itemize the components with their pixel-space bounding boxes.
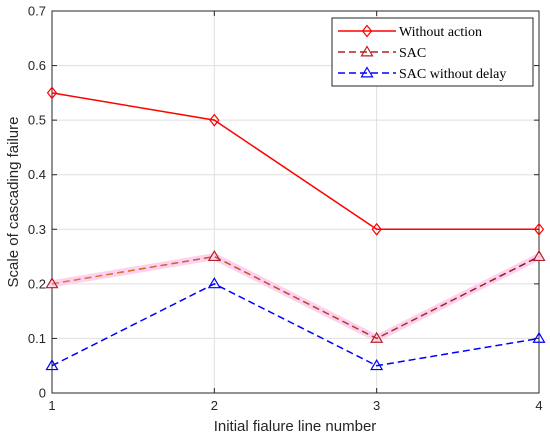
series-line-sac-without-delay bbox=[51, 283, 540, 367]
x-tick-label: 4 bbox=[535, 398, 542, 413]
data-point-without-action bbox=[533, 222, 545, 236]
data-point-sac-without-delay bbox=[45, 359, 59, 371]
series-line-sac bbox=[51, 255, 540, 340]
tick-labels: 0 0.1 0.2 0.3 0.4 0.5 0.6 0.7 1 2 3 4 bbox=[28, 4, 543, 414]
y-tick-label: 0.3 bbox=[28, 222, 46, 237]
series-group bbox=[45, 86, 546, 371]
y-tick-label: 0.6 bbox=[28, 58, 46, 73]
y-tick-label: 0.1 bbox=[28, 331, 46, 346]
x-tick-label: 1 bbox=[48, 398, 55, 413]
x-axis-label: Initial fialure line number bbox=[214, 418, 377, 435]
legend: Without action SAC SAC without delay bbox=[331, 17, 534, 87]
data-point-without-action bbox=[209, 113, 220, 127]
x-tick-label: 2 bbox=[211, 398, 218, 413]
x-tick-label: 3 bbox=[373, 398, 380, 413]
data-point-sac bbox=[532, 249, 546, 262]
series-line-without-action bbox=[51, 92, 539, 231]
y-tick-label: 0.4 bbox=[28, 167, 46, 182]
axes-box bbox=[51, 10, 540, 394]
legend-label-sac-without-delay: SAC without delay bbox=[399, 67, 506, 82]
data-point-sac bbox=[45, 277, 59, 289]
y-tick-label: 0 bbox=[39, 386, 46, 401]
data-point-sac-without-delay bbox=[532, 331, 546, 343]
data-point-sac bbox=[370, 331, 384, 343]
legend-label-without-action: Without action bbox=[399, 25, 482, 40]
legend-marker-sac-without-delay bbox=[360, 66, 374, 78]
y-axis-label: Scale of cascading failure bbox=[5, 117, 22, 288]
legend-marker-without-action bbox=[361, 24, 373, 38]
y-tick-label: 0.2 bbox=[28, 276, 46, 291]
data-point-without-action bbox=[46, 86, 58, 100]
data-point-sac-without-delay bbox=[207, 277, 221, 289]
legend-label-sac: SAC bbox=[399, 46, 426, 61]
legend-marker-sac bbox=[360, 45, 374, 57]
axes bbox=[51, 10, 540, 394]
data-point-without-action bbox=[371, 222, 382, 236]
data-point-sac bbox=[207, 249, 221, 262]
y-tick-label: 0.7 bbox=[28, 4, 46, 19]
y-tick-label: 0.5 bbox=[28, 113, 46, 128]
data-point-sac-without-delay bbox=[370, 359, 384, 371]
